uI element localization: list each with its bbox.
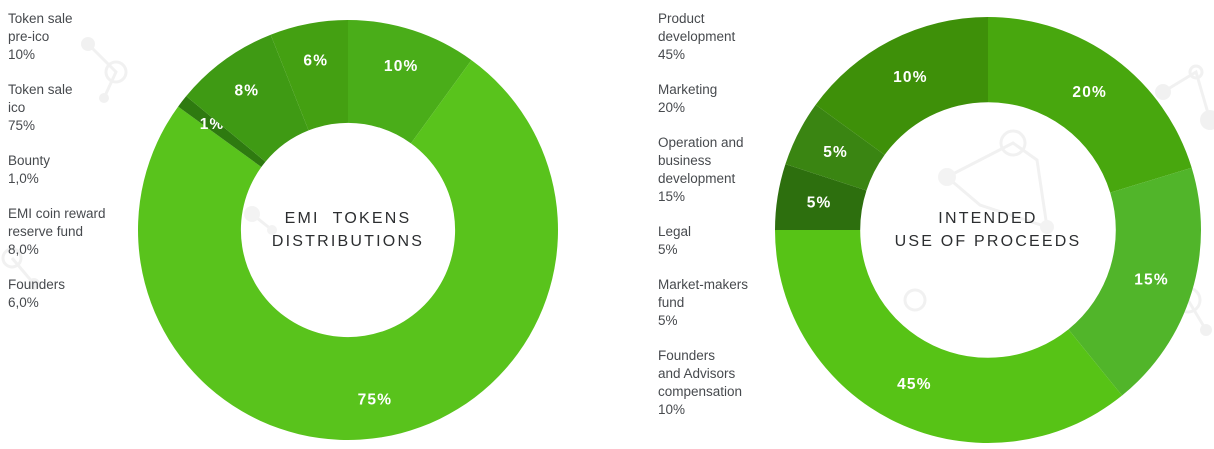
legend-item-market-makers-fund: Market-makers fund 5%	[658, 276, 808, 330]
legend-value: 15%	[658, 189, 686, 204]
emi-tokens-distributions-donut: 10%75%1%8%6%	[138, 20, 559, 441]
legend-item-emi-coin-reward-reserve-fund: EMI coin reward reserve fund 8,0%	[8, 205, 158, 259]
intended-use-of-proceeds-title: INTENDED USE OF PROCEEDS	[894, 209, 1082, 250]
legend-label-line: Legal	[658, 224, 692, 239]
legend-value: 20%	[658, 100, 686, 115]
donut-segment-bounty	[178, 96, 266, 168]
segment-percent-label-marketing: 20%	[1072, 84, 1107, 101]
legend-label-line: business	[658, 153, 712, 168]
legend-item-product-development: Product development 45%	[658, 10, 808, 64]
legend-value: 45%	[658, 47, 686, 62]
segment-percent-label-operation-and-business-development: 15%	[1134, 272, 1169, 289]
background-molecule-decoration	[1, 37, 1214, 336]
legend-label-line: Founders	[658, 348, 716, 363]
donut-segment-emi-coin-reward-reserve-fund	[186, 34, 309, 162]
intended-use-of-proceeds-legend: Product development 45% Marketing 20% Operati…	[658, 10, 808, 436]
legend-label-line: Operation and	[658, 135, 744, 150]
legend-item-founders-and-advisors-compensation: Founders and Advisors compensation 10%	[658, 347, 808, 419]
legend-label-line: Founders	[8, 277, 66, 292]
legend-label-line: and Advisors	[658, 366, 736, 381]
legend-value: 5%	[658, 242, 678, 257]
donut-segment-marketing	[988, 17, 1192, 193]
legend-value: 6,0%	[8, 295, 39, 310]
segment-percent-label-token-sale-pre-ico: 10%	[384, 58, 419, 75]
legend-item-bounty: Bounty 1,0%	[8, 152, 158, 188]
legend-item-token-sale-ico: Token sale ico 75%	[8, 81, 158, 135]
legend-label-line: development	[658, 171, 736, 186]
legend-item-legal: Legal 5%	[658, 223, 808, 259]
segment-percent-label-legal: 5%	[807, 195, 832, 212]
legend-label-line: development	[658, 29, 736, 44]
emi-tokens-distributions-legend: Token sale pre-ico 10% Token sale ico 75% Boun…	[8, 10, 158, 329]
legend-item-operation-and-business-development: Operation and business development 15%	[658, 134, 808, 206]
legend-label-line: Bounty	[8, 153, 51, 168]
segment-percent-label-market-makers-fund: 5%	[823, 144, 848, 161]
donut-segment-founders-and-advisors-compensation	[815, 17, 988, 155]
legend-value: 1,0%	[8, 171, 39, 186]
donut-segment-founders	[270, 20, 348, 131]
segment-percent-label-founders: 6%	[303, 53, 328, 70]
legend-item-token-sale-pre-ico: Token sale pre-ico 10%	[8, 10, 158, 64]
donut-segment-token-sale-pre-ico	[348, 20, 472, 144]
legend-label-line: reserve fund	[8, 224, 84, 239]
emi-tokens-distributions-title: EMI TOKENS DISTRIBUTIONS	[271, 209, 425, 250]
legend-label-line: ico	[8, 100, 26, 115]
segment-percent-label-token-sale-ico: 75%	[358, 391, 393, 408]
legend-label-line: Market-makers	[658, 277, 749, 292]
segment-percent-label-emi-coin-reward-reserve-fund: 8%	[234, 82, 259, 99]
donut-segment-legal	[774, 164, 867, 230]
legend-value: 75%	[8, 118, 36, 133]
legend-item-marketing: Marketing 20%	[658, 81, 808, 117]
legend-value: 8,0%	[8, 242, 39, 257]
donut-segment-operation-and-business-development	[1068, 167, 1201, 396]
segment-percent-label-product-development: 45%	[897, 376, 932, 393]
legend-label-line: pre-ico	[8, 29, 50, 44]
legend-label-line: Token sale	[8, 82, 73, 97]
legend-label-line: fund	[658, 295, 685, 310]
legend-label-line: Token sale	[8, 11, 73, 26]
donut-segment-token-sale-ico	[138, 60, 559, 441]
donut-segment-market-makers-fund	[785, 104, 885, 191]
legend-label-line: EMI coin reward	[8, 206, 106, 221]
legend-value: 10%	[658, 402, 686, 417]
legend-label-line: Product	[658, 11, 705, 26]
intended-use-of-proceeds-donut: 20% 15% 45% 5% 5% 10%	[774, 17, 1201, 444]
legend-item-founders: Founders 6,0%	[8, 276, 158, 312]
legend-label-line: compensation	[658, 384, 743, 399]
donut-segment-product-development	[775, 230, 1123, 444]
legend-value: 10%	[8, 47, 36, 62]
legend-label-line: Marketing	[658, 82, 718, 97]
legend-value: 5%	[658, 313, 678, 328]
segment-percent-label-founders-and-advisors-compensation: 10%	[893, 69, 928, 86]
